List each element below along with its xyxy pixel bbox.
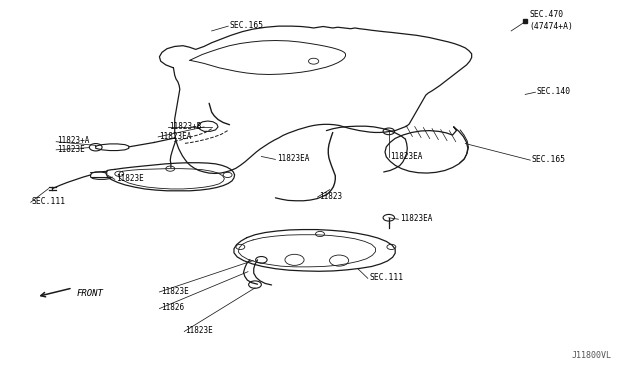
- Text: 11823+B: 11823+B: [170, 122, 202, 131]
- Text: 11823E: 11823E: [58, 145, 85, 154]
- Text: SEC.111: SEC.111: [369, 273, 403, 282]
- Text: 11823EA: 11823EA: [399, 214, 432, 223]
- Text: 11823EA: 11823EA: [276, 154, 309, 163]
- Text: 11826: 11826: [161, 303, 184, 312]
- Text: SEC.165: SEC.165: [230, 20, 264, 29]
- Text: SEC.165: SEC.165: [532, 155, 566, 164]
- Text: FRONT: FRONT: [77, 289, 104, 298]
- Text: 11823EA: 11823EA: [390, 152, 422, 161]
- Text: 11823: 11823: [319, 192, 342, 201]
- Text: 11823EA: 11823EA: [159, 132, 192, 141]
- Text: 11823E: 11823E: [116, 174, 144, 183]
- Text: SEC.470
(47474+A): SEC.470 (47474+A): [529, 10, 573, 31]
- Text: 11823E: 11823E: [186, 326, 213, 335]
- Text: SEC.140: SEC.140: [537, 87, 571, 96]
- Text: 11823E: 11823E: [161, 287, 188, 296]
- Text: 11823+A: 11823+A: [58, 137, 90, 145]
- Text: SEC.111: SEC.111: [32, 197, 66, 206]
- Text: J11800VL: J11800VL: [572, 350, 612, 359]
